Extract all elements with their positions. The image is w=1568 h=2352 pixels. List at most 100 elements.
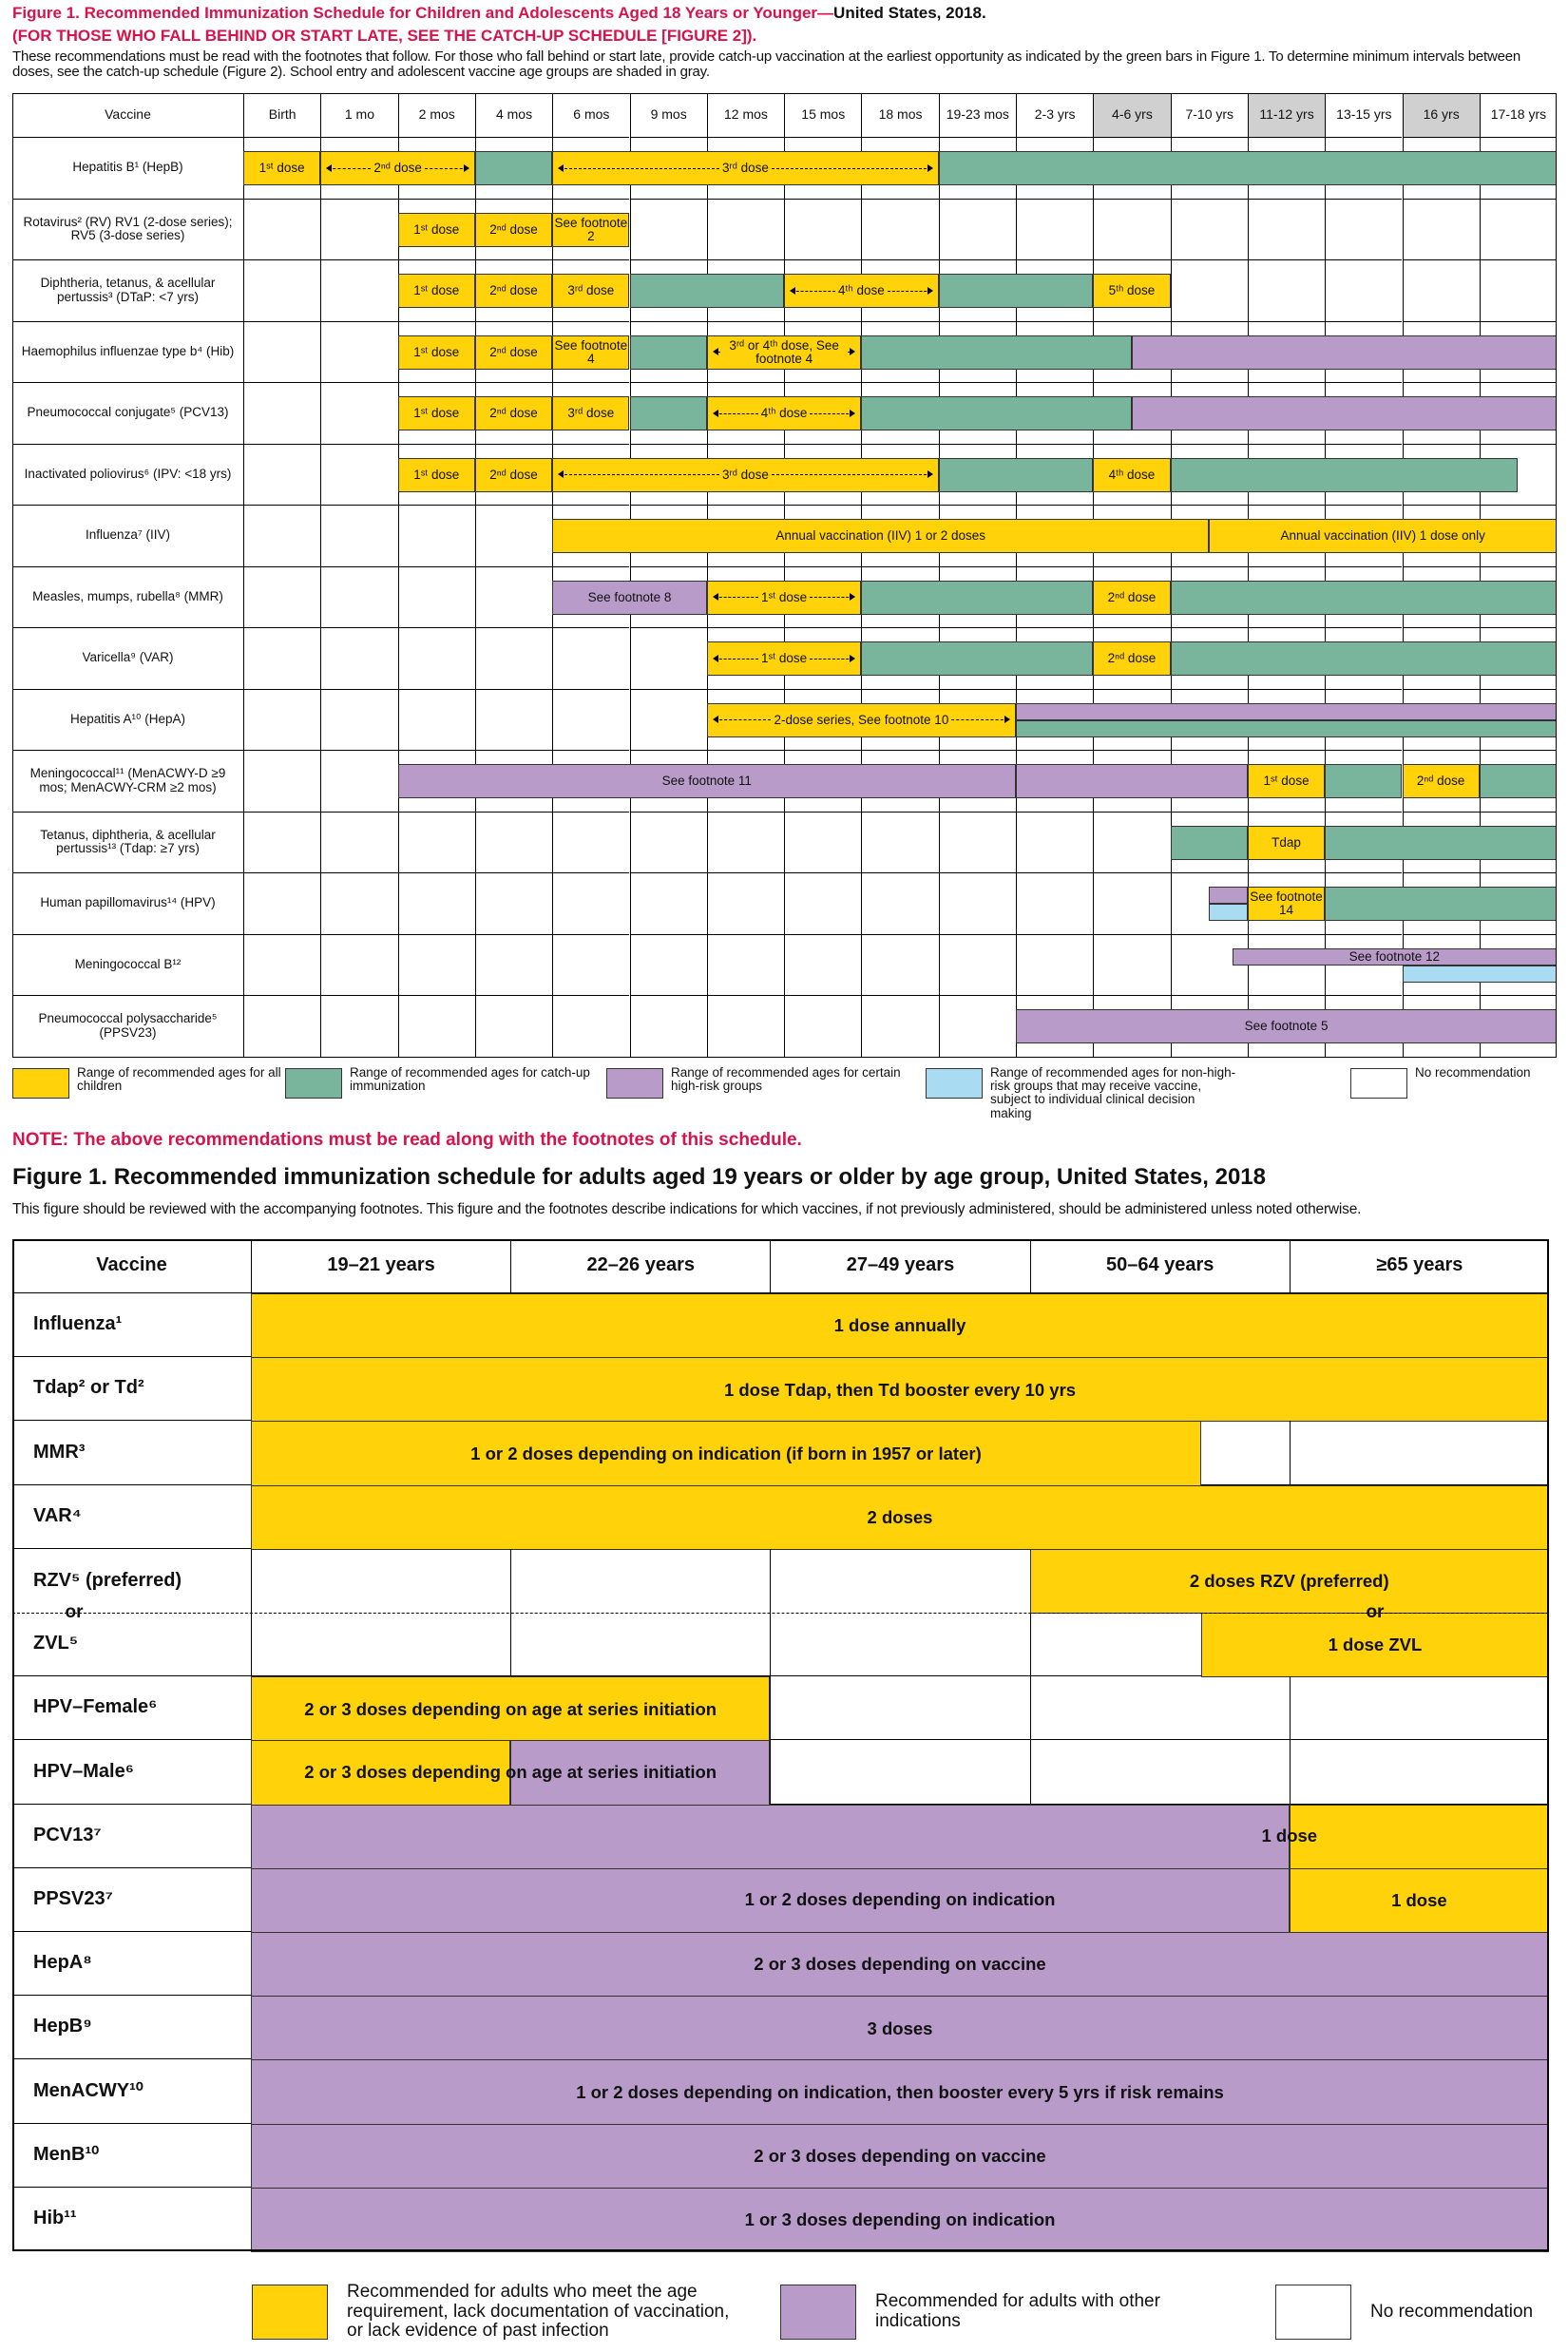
cell [629,199,707,260]
arrow-line [712,409,758,417]
cell [474,628,553,690]
bar [629,274,785,309]
cell [1289,1676,1549,1741]
bar [861,641,1094,677]
cell [770,1613,1030,1677]
bar: 2ⁿᵈ dose [474,335,553,370]
bar: 1ˢᵗ dose [1247,764,1326,799]
bar: 1ˢᵗ dose [397,274,475,309]
arrow-line [790,286,836,295]
cell [320,996,398,1058]
age-header: 19–21 years [251,1239,511,1293]
arrow-line [848,348,856,356]
bar: 2 or 3 doses depending on age at series … [251,1676,771,1742]
cell [1016,934,1094,996]
vaccine-label: MenACWY¹⁰ [12,2059,251,2124]
bar: See footnote 11 [397,764,1016,799]
arrow-line [712,348,720,356]
cell [1170,873,1248,935]
bar: Annual vaccination (IIV) 1 dose only [1209,519,1558,554]
bar: See footnote 12 [1232,947,1558,966]
vaccine-label: Tdap² or Td² [12,1357,251,1422]
arrow-line [326,163,372,172]
bar [1170,457,1519,492]
age-header: 16 yrs [1402,93,1480,138]
catch-up-note: (FOR THOSE WHO FALL BEHIND OR START LATE… [12,27,757,45]
cell [1325,934,1403,996]
cell [397,628,475,690]
cell [320,566,398,628]
bar [1325,887,1558,922]
bar: 2ⁿᵈ dose [1093,580,1171,615]
bar: 1ˢᵗ dose [397,212,475,247]
bar: 2ⁿᵈ dose [320,151,475,186]
legend-label: No recommendation [1370,2301,1534,2322]
vaccine-header: Vaccine [12,93,243,138]
bar: 3ʳᵈ or 4ᵗʰ dose, See footnote 4 [706,335,862,370]
cell [770,1676,1030,1741]
cell [397,566,475,628]
cell [1093,873,1171,935]
bar [474,151,553,186]
arrow-line [558,470,719,479]
cell [243,506,321,567]
cell [474,873,553,935]
bar: Annual vaccination (IIV) 1 or 2 doses [552,519,1210,554]
bar [1131,396,1558,431]
legend-label: Range of recommended ages for certain hi… [671,1065,901,1094]
cell [397,934,475,996]
cell [706,199,785,260]
cell [397,506,475,567]
vaccine-label: PPSV23⁷ [12,1868,251,1932]
cell [1247,260,1326,322]
cell [320,628,398,690]
cell [1402,199,1480,260]
vaccine-label: Rotavirus² (RV) RV1 (2-dose series); RV5… [12,200,243,260]
arrow-line [810,593,856,602]
arrow-line [424,163,469,172]
cell [243,934,321,996]
cell [770,1548,1029,1613]
cell [784,934,862,996]
legend-swatch [1275,2285,1351,2340]
bar: 3ʳᵈ dose [552,396,630,431]
bar [1016,764,1248,799]
age-header: 22–26 years [510,1239,771,1293]
cell [474,934,553,996]
cell [1479,260,1558,322]
legend-swatch [1350,1068,1407,1099]
child-title: Figure 1. Recommended Immunization Sched… [12,4,1561,23]
arrow-line [887,286,933,295]
cell [629,996,707,1058]
bar [1131,335,1558,370]
bar: 2 or 3 doses depending on vaccine [251,1932,1549,1998]
cell [552,934,630,996]
bar: 3ʳᵈ dose [552,151,939,186]
age-header: 4-6 yrs [1093,93,1171,138]
vaccine-label: VAR⁴ [12,1485,251,1549]
age-header: 12 mos [706,93,785,138]
legend-label: Range of recommended ages for non-high-r… [990,1065,1236,1120]
cell [784,199,862,260]
cell [397,996,475,1058]
bar: 1 dose ZVL [1200,1613,1549,1678]
cell [243,812,321,873]
bar [510,1740,771,1806]
bar: 2 or 3 doses depending on vaccine [251,2123,1549,2189]
cell [629,934,707,996]
legend-swatch [606,1068,663,1099]
cell [243,383,321,445]
bar: 4ᵗʰ dose [1093,457,1171,492]
cell [861,934,939,996]
cell [1016,873,1094,935]
vaccine-label: Hepatitis A¹⁰ (HepA) [12,690,243,751]
cell [510,1548,770,1613]
cell [243,260,321,322]
bar: See footnote 14 [1247,887,1326,922]
intro: These recommendations must be read with … [12,48,1521,80]
cell [397,689,475,751]
vaccine-label: HepA⁸ [12,1932,251,1997]
cell [706,812,785,873]
bar [629,335,707,370]
